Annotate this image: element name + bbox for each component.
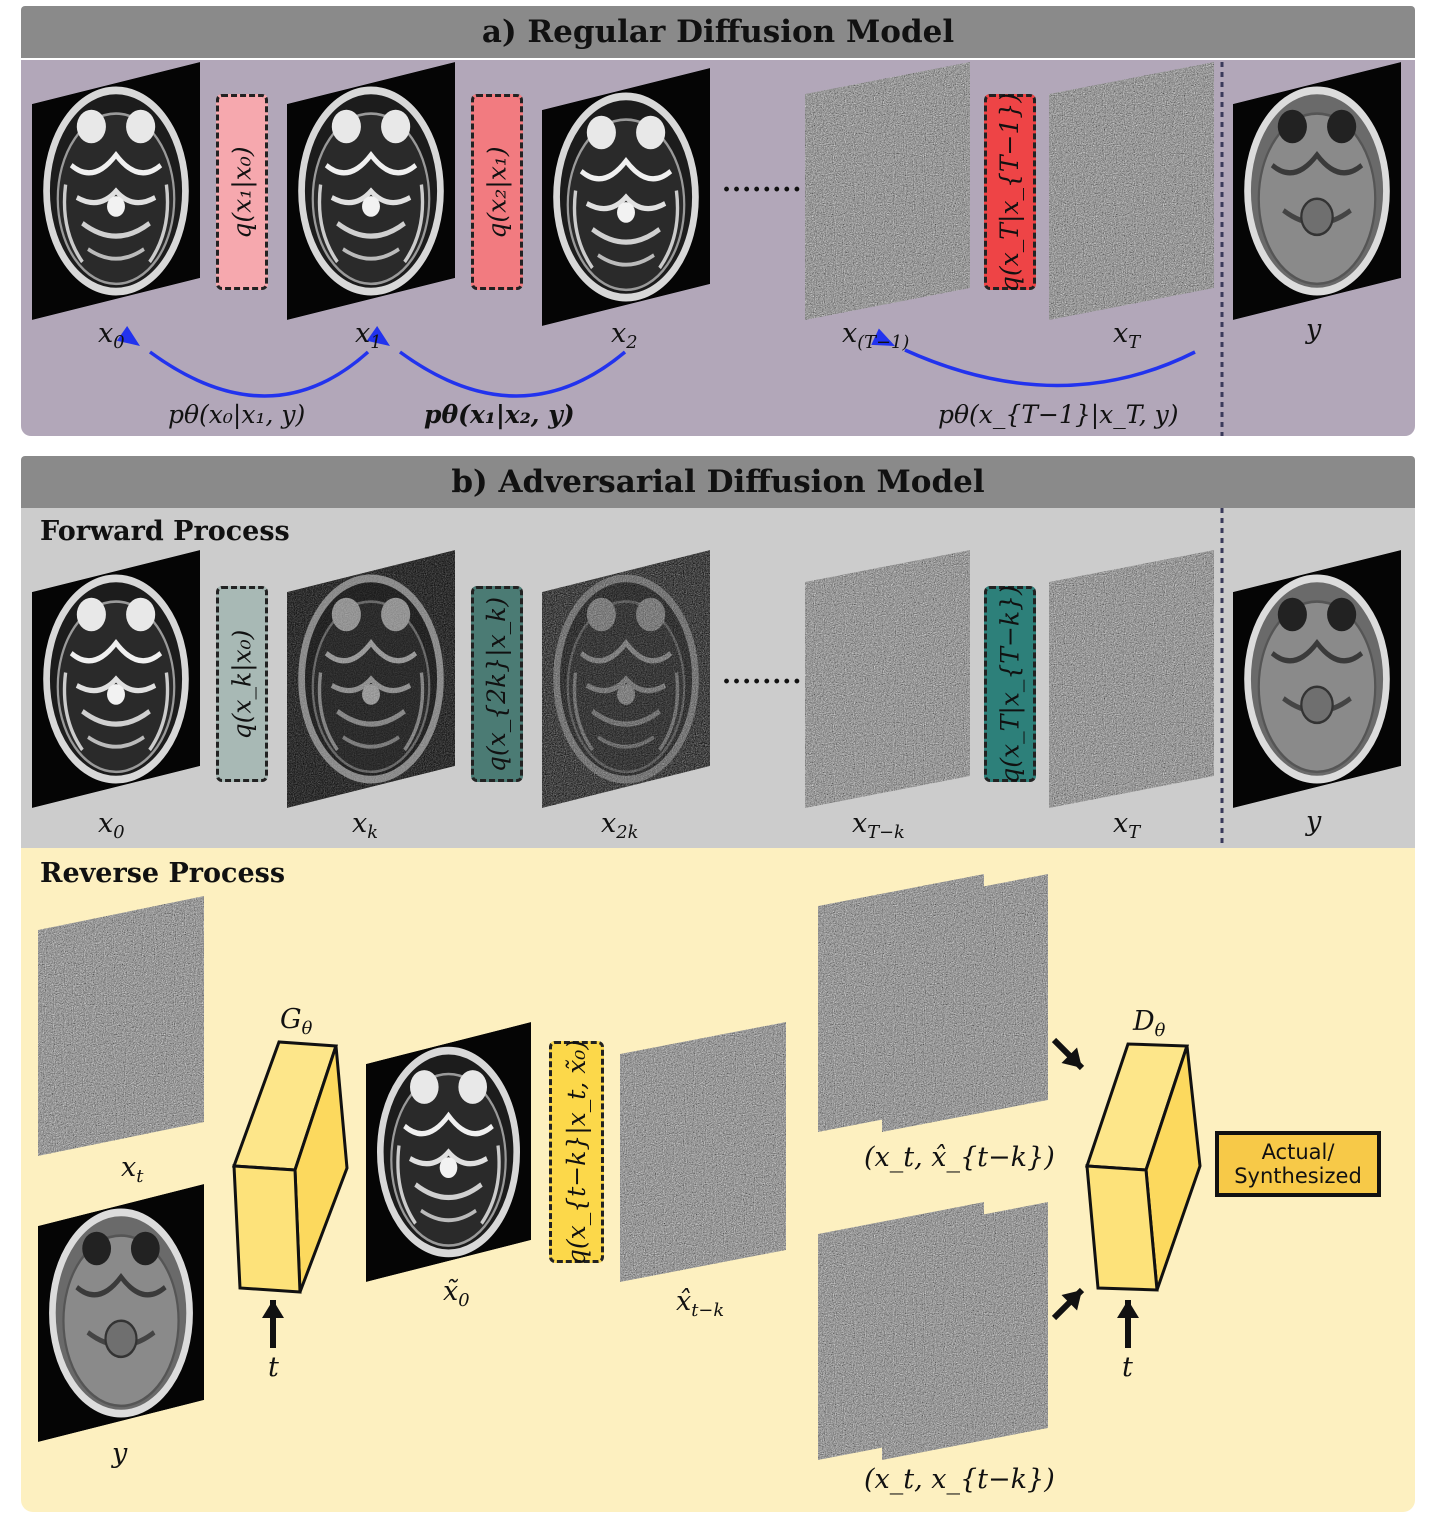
image-label: x2k bbox=[601, 808, 639, 844]
time-label: t bbox=[1122, 1352, 1133, 1383]
image-y bbox=[38, 1184, 204, 1442]
image-label: x̃0 bbox=[443, 1276, 470, 1312]
image-label: y bbox=[1306, 806, 1322, 837]
image-xt bbox=[38, 896, 204, 1156]
reverse-arrow bbox=[148, 350, 370, 398]
image-xT bbox=[1049, 62, 1214, 320]
transition-box: q(x_T|x_{T−1}) bbox=[984, 92, 1036, 292]
posterior-box: q(x_{t−k}|x_t, x̃₀) bbox=[549, 1039, 604, 1265]
image-xT-1 bbox=[805, 62, 970, 320]
time-label: t bbox=[268, 1352, 279, 1383]
pair-label: (x_t, x̂_{t−k}) bbox=[864, 1142, 1055, 1173]
image-xk bbox=[287, 550, 455, 808]
reverse-arrow-head bbox=[871, 328, 895, 346]
image-xT-k bbox=[805, 550, 970, 808]
discriminator-label: Dθ bbox=[1133, 1006, 1166, 1042]
image-label: x0 bbox=[98, 808, 125, 844]
input-arrow-head bbox=[1061, 1290, 1082, 1311]
pair-label: (x_t, x_{t−k}) bbox=[864, 1464, 1055, 1495]
image-label: x1 bbox=[355, 318, 382, 354]
panel-a-title: a) Regular Diffusion Model bbox=[481, 14, 955, 50]
image-y bbox=[1233, 550, 1401, 808]
reverse-arrow-head bbox=[366, 326, 390, 346]
image-x0-tilde bbox=[366, 1022, 531, 1282]
reverse-process-heading: Reverse Process bbox=[40, 858, 286, 889]
transition-box: q(x_k|x₀) bbox=[216, 586, 268, 782]
image-label: x0 bbox=[98, 318, 125, 354]
image-xhat bbox=[620, 1022, 786, 1282]
transition-box: q(x₁|x₀) bbox=[216, 94, 268, 290]
image-x1 bbox=[287, 62, 455, 320]
transition-box: q(x_{2k}|x_k) bbox=[471, 586, 523, 782]
time-arrow-head bbox=[1117, 1300, 1139, 1318]
image-x0 bbox=[32, 62, 200, 320]
reverse-arrow bbox=[904, 348, 1196, 388]
output-line-2: Synthesized bbox=[1234, 1164, 1362, 1188]
image-label: y bbox=[112, 1438, 128, 1469]
generator-label: Gθ bbox=[280, 1004, 313, 1040]
image-label: x̂t−k bbox=[676, 1286, 725, 1322]
time-arrow-head bbox=[262, 1300, 284, 1318]
forward-process-heading: Forward Process bbox=[40, 516, 290, 547]
image-x0 bbox=[32, 550, 200, 808]
image-label: y bbox=[1306, 314, 1322, 345]
image-label: xk bbox=[352, 808, 379, 844]
panel-b-title: b) Adversarial Diffusion Model bbox=[451, 464, 985, 500]
transition-box: q(x_T|x_{T−k}) bbox=[984, 585, 1036, 783]
panel-a-header: a) Regular Diffusion Model bbox=[21, 6, 1415, 58]
reverse-label: pθ(x₀|x₁, y) bbox=[168, 400, 306, 429]
image-xT bbox=[1049, 550, 1214, 808]
image-x2k bbox=[542, 550, 710, 808]
panel-b-header: b) Adversarial Diffusion Model bbox=[21, 456, 1415, 508]
reverse-label: pθ(x_{T−1}|x_T, y) bbox=[938, 400, 1179, 429]
image-label: x(T−1) bbox=[842, 318, 910, 354]
ellipsis: ........ bbox=[722, 660, 803, 690]
image-label: xT bbox=[1113, 318, 1141, 354]
image-y bbox=[1233, 62, 1401, 320]
image-label: xt bbox=[121, 1152, 144, 1188]
generator-block bbox=[231, 1040, 349, 1294]
discriminator-block bbox=[1084, 1042, 1202, 1292]
ellipsis: ........ bbox=[722, 168, 803, 198]
input-arrow-head bbox=[1061, 1047, 1082, 1068]
image-x2 bbox=[542, 68, 710, 326]
image-xhat-pair bbox=[882, 874, 1048, 1132]
image-label: xT bbox=[1113, 808, 1141, 844]
image-label: x2 bbox=[611, 318, 638, 354]
image-x-pair bbox=[882, 1202, 1048, 1460]
reverse-arrow bbox=[398, 350, 627, 398]
reverse-label: pθ(x₁|x₂, y) bbox=[424, 400, 575, 429]
output-line-1: Actual/ bbox=[1261, 1139, 1335, 1164]
output-box: Actual/ Synthesized bbox=[1215, 1131, 1381, 1197]
transition-box: q(x₂|x₁) bbox=[471, 94, 523, 290]
reverse-arrow-head bbox=[116, 326, 140, 346]
image-label: xT−k bbox=[852, 808, 905, 844]
